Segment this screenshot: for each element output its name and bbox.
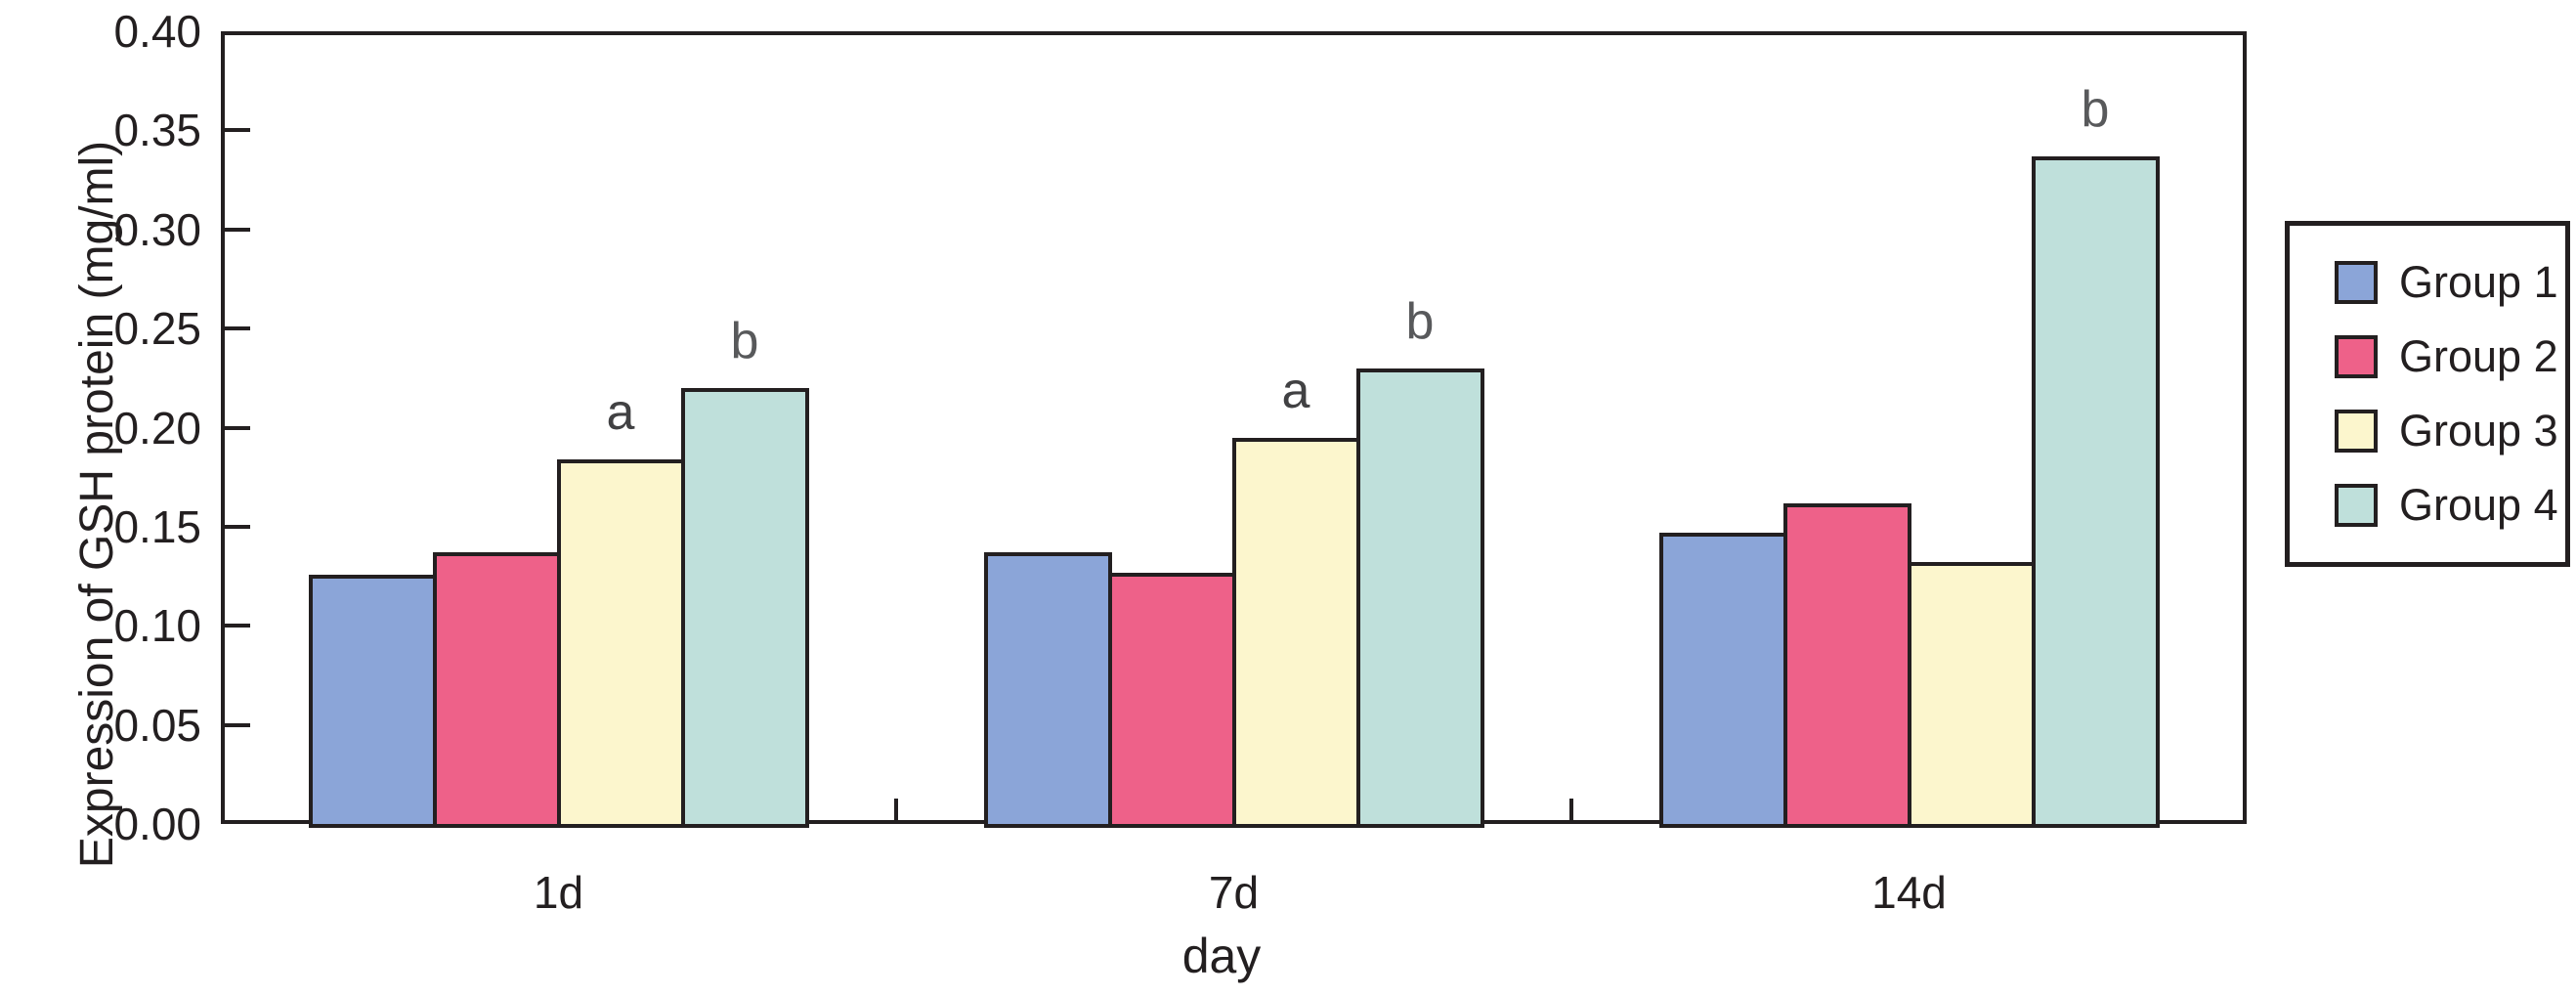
x-tick-mark (894, 799, 898, 824)
bar-group-4-1d (680, 388, 809, 828)
bar-group-1-14d (1658, 533, 1787, 828)
y-tick-label: 0.25 (113, 303, 201, 355)
y-tick-mark (221, 624, 250, 628)
y-tick-label: 0.30 (113, 203, 201, 255)
legend-label: Group 3 (2399, 406, 2558, 455)
bar-group-1-7d (983, 552, 1112, 828)
x-category-label: 14d (1871, 867, 1947, 918)
y-tick-label: 0.10 (113, 600, 201, 652)
legend-swatch (2335, 261, 2378, 304)
y-tick-label: 0.05 (113, 699, 201, 751)
legend-item: Group 2 (2335, 333, 2565, 380)
bar-group-3-7d (1231, 438, 1360, 828)
legend-label: Group 2 (2399, 331, 2558, 381)
significance-letter: b (2081, 81, 2110, 138)
y-tick-label: 0.40 (113, 6, 201, 57)
y-tick-mark (221, 227, 250, 232)
legend-label: Group 4 (2399, 480, 2558, 530)
bar-group-4-7d (1355, 368, 1484, 828)
bar-group-2-7d (1107, 573, 1236, 828)
x-category-label: 1d (533, 867, 584, 918)
x-axis-title: day (1181, 929, 1262, 983)
bar-group-2-14d (1782, 503, 1911, 828)
legend-item: Group 1 (2335, 259, 2565, 306)
y-tick-label: 0.20 (113, 402, 201, 454)
bar-group-4-14d (2031, 156, 2160, 828)
legend-swatch (2335, 410, 2378, 453)
legend-box: Group 1 Group 2 Group 3 Group 4 (2285, 221, 2570, 567)
bar-group-2-1d (432, 552, 561, 828)
legend-item: Group 4 (2335, 482, 2565, 529)
bar-group-3-14d (1907, 562, 2036, 828)
bar-group-3-1d (556, 459, 685, 828)
x-category-label: 7d (1208, 867, 1260, 918)
legend-swatch (2335, 335, 2378, 378)
y-tick-mark (221, 722, 250, 727)
bar-group-1-1d (308, 575, 437, 828)
legend-swatch (2335, 484, 2378, 527)
y-tick-mark (221, 524, 250, 529)
x-tick-mark (1569, 799, 1573, 824)
legend-item: Group 3 (2335, 408, 2565, 455)
y-tick-label: 0.35 (113, 105, 201, 156)
significance-letter: b (1405, 293, 1435, 350)
y-tick-label: 0.15 (113, 500, 201, 552)
y-tick-mark (221, 425, 250, 430)
y-tick-mark (221, 326, 250, 331)
significance-letter: a (606, 384, 635, 441)
legend-label: Group 1 (2399, 257, 2558, 307)
significance-letter: a (1281, 363, 1310, 419)
y-tick-mark (221, 128, 250, 133)
y-tick-label: 0.00 (113, 799, 201, 849)
significance-letter: b (730, 313, 759, 369)
